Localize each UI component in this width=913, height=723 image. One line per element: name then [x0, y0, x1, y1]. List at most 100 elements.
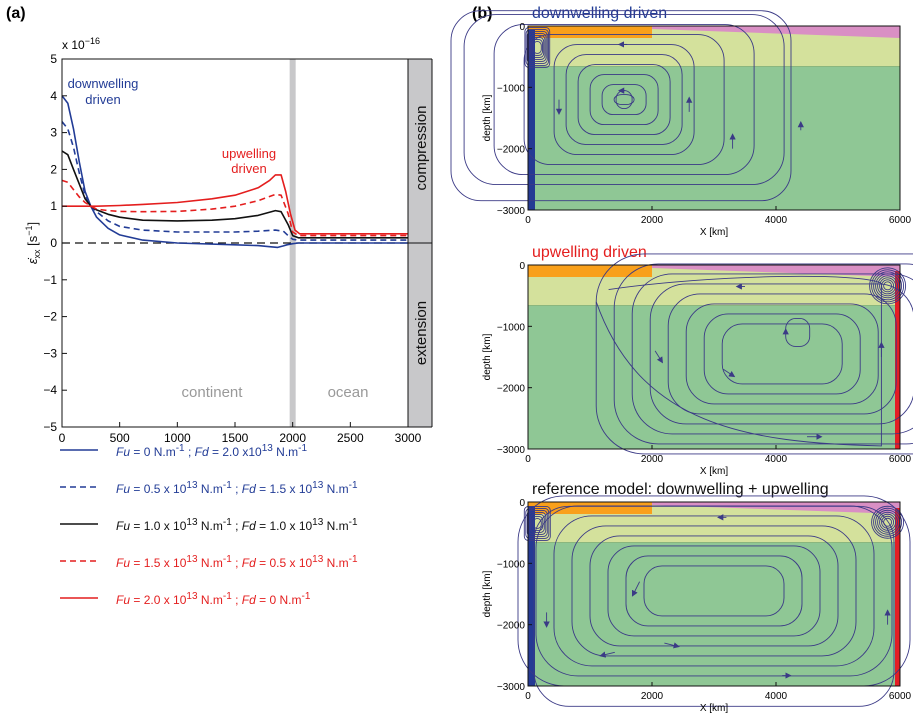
- x-tick-label: 6000: [889, 215, 912, 226]
- legend-swatch-1: [60, 449, 98, 451]
- y-tick-label: −4: [43, 383, 57, 397]
- flow-arrow: [723, 368, 736, 378]
- streamline: [883, 281, 893, 291]
- y-tick-label: −1000: [497, 322, 526, 333]
- legend-swatch-2: [60, 486, 98, 488]
- streamline: [553, 515, 875, 667]
- streamline: [881, 279, 895, 293]
- series-line-5: [62, 174, 408, 235]
- y-tick-label: −1000: [497, 83, 526, 94]
- streamline: [523, 506, 551, 541]
- model-panel-2: upwelling driven 0 2000 4000 6000 −3000 −2000 −…: [482, 244, 913, 477]
- series-line-1: [61, 95, 408, 249]
- streamline: [525, 29, 549, 66]
- model-panel-frame: [527, 25, 901, 211]
- streamline: [703, 313, 861, 395]
- y-tick-label: 5: [50, 52, 57, 66]
- streamline: [530, 37, 545, 58]
- y-tick-label: −5: [43, 420, 57, 434]
- legend-text-3: Fu = 1.0 x 1013 N.m-1 ; Fd = 1.0 x 1013 …: [116, 517, 358, 533]
- streamline: [613, 94, 635, 106]
- streamline: [667, 293, 897, 415]
- x-tick-label: 1500: [222, 431, 249, 445]
- y-tick-label: 0: [519, 498, 525, 509]
- ocean-crust: [652, 26, 900, 38]
- streamline: [881, 515, 895, 529]
- y-axis-label: depth [km]: [482, 94, 493, 141]
- streamline: [869, 267, 907, 305]
- upwelling-annotation-1: upwelling: [222, 146, 276, 161]
- y-axis-label: depth [km]: [482, 570, 493, 617]
- x-axis-label: X [km]: [700, 703, 729, 714]
- streamline: [463, 14, 785, 186]
- legend-swatch-5: [60, 597, 98, 599]
- y-tick-label: −3000: [497, 682, 526, 693]
- x-tick-label: 4000: [765, 454, 788, 465]
- streamline: [595, 275, 882, 447]
- streamline: [526, 510, 548, 537]
- streamline: [523, 34, 725, 166]
- model-panel-title: upwelling driven: [532, 244, 647, 261]
- streamline: [589, 535, 839, 647]
- streamline: [649, 283, 913, 425]
- x-tick-label: 6000: [889, 691, 912, 702]
- streamline: [450, 10, 792, 202]
- model-panel-frame: [527, 264, 901, 450]
- legend-text-1: Fu = 0 N.m-1 ; Fd = 2.0 x1013 N.m-1: [116, 443, 308, 459]
- streamline: [607, 545, 821, 637]
- model-panel-title: downwelling driven: [532, 5, 667, 22]
- y-tick-label: −2000: [497, 384, 526, 395]
- strain-rate-plot: 0 500 1000 1500 2000 2500 3000 −5 −4 −3 −2 −1 0 1 2 3 4…: [24, 52, 433, 445]
- continent-crust: [528, 265, 652, 277]
- x-tick-label: 4000: [765, 215, 788, 226]
- series-line-2: [61, 121, 408, 241]
- series-line-3: [61, 150, 408, 239]
- y-tick-label: −2000: [497, 145, 526, 156]
- legend-text-4: Fu = 1.5 x 1013 N.m-1 ; Fd = 0.5 x 1013 …: [116, 554, 358, 570]
- y-tick-label: −3000: [497, 445, 526, 456]
- ocean-crust: [652, 502, 900, 514]
- y-axis-label: depth [km]: [482, 333, 493, 380]
- y-tick-label: 0: [50, 236, 57, 250]
- y-tick-label: −2000: [497, 621, 526, 632]
- legend-swatch-4: [60, 560, 98, 562]
- flow-arrow: [631, 581, 641, 597]
- x-tick-label: 2000: [279, 431, 306, 445]
- streamlines: [595, 253, 913, 455]
- streamlines: [517, 495, 911, 707]
- streamline: [625, 555, 803, 627]
- y-tick-label: 4: [50, 89, 57, 103]
- x-tick-label: 2000: [641, 215, 664, 226]
- streamline: [877, 511, 899, 533]
- streamline: [529, 35, 546, 60]
- streamline: [532, 41, 542, 54]
- streamline: [879, 513, 897, 531]
- continent-crust: [528, 502, 652, 514]
- x-tick-label: 3000: [395, 431, 422, 445]
- exponent-label: x 10−16: [62, 36, 100, 52]
- flow-arrow: [599, 651, 615, 658]
- streamline: [631, 273, 913, 435]
- extension-label: extension: [413, 301, 430, 365]
- y-tick-label: −2: [43, 310, 57, 324]
- streamline: [533, 505, 895, 707]
- y-tick-label: −1000: [497, 559, 526, 570]
- compression-label: compression: [413, 105, 430, 190]
- streamline: [595, 253, 913, 455]
- panel-label-a: (a): [6, 5, 26, 22]
- downwelling-annotation-2: driven: [85, 92, 120, 107]
- model-panel-1: downwelling driven 0 2000 4000 6000 −3000 −200…: [450, 5, 912, 238]
- y-tick-label: −3000: [497, 206, 526, 217]
- y-tick-label: 3: [50, 126, 57, 140]
- streamline: [879, 277, 897, 295]
- model-panel-3: reference model: downwelling + upwelling…: [482, 481, 912, 714]
- streamline: [877, 275, 899, 297]
- ocean-label: ocean: [328, 384, 369, 401]
- streamlines: [450, 10, 804, 202]
- streamline: [529, 514, 545, 533]
- streamline: [524, 27, 551, 68]
- downwelling-annotation-1: downwelling: [68, 76, 139, 91]
- continent-label: continent: [182, 384, 244, 401]
- streamline: [571, 525, 857, 657]
